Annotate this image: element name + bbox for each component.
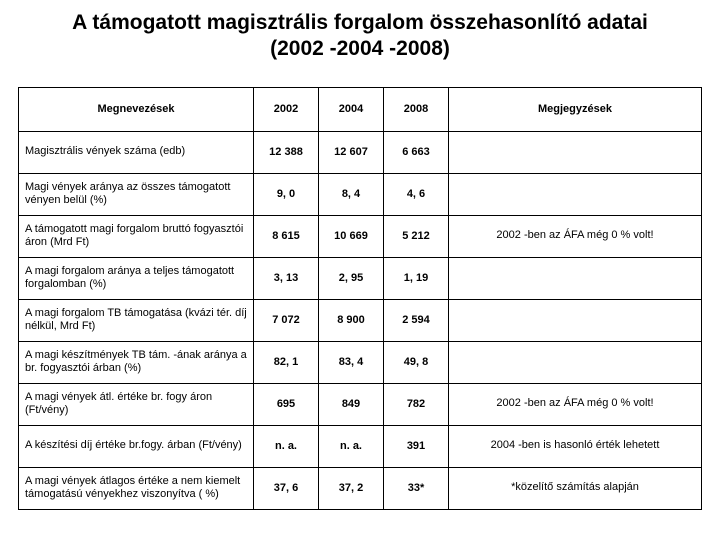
row-label: A magi vények átlagos értéke a nem kieme… — [19, 467, 254, 509]
cell-y2008: 782 — [384, 383, 449, 425]
table-row: A magi vények átlagos értéke a nem kieme… — [19, 467, 702, 509]
cell-y2002: 3, 13 — [254, 257, 319, 299]
cell-y2008: 49, 8 — [384, 341, 449, 383]
table-row: A támogatott magi forgalom bruttó fogyas… — [19, 215, 702, 257]
cell-y2002: 37, 6 — [254, 467, 319, 509]
cell-y2004: 8, 4 — [319, 173, 384, 215]
row-note — [449, 341, 702, 383]
table-row: A készítési díj értéke br.fogy. árban (F… — [19, 425, 702, 467]
cell-y2002: 7 072 — [254, 299, 319, 341]
table-row: Magi vények aránya az összes támogatott … — [19, 173, 702, 215]
row-note: 2002 -ben az ÁFA még 0 % volt! — [449, 215, 702, 257]
cell-y2004: 83, 4 — [319, 341, 384, 383]
row-label: A magi készítmények TB tám. -ának aránya… — [19, 341, 254, 383]
cell-y2004: 10 669 — [319, 215, 384, 257]
cell-y2008: 33* — [384, 467, 449, 509]
table-row: A magi vények átl. értéke br. fogy áron … — [19, 383, 702, 425]
header-2008: 2008 — [384, 87, 449, 131]
cell-y2004: 12 607 — [319, 131, 384, 173]
row-note — [449, 299, 702, 341]
row-label: A magi forgalom TB támogatása (kvázi tér… — [19, 299, 254, 341]
header-label: Megnevezések — [19, 87, 254, 131]
header-2002: 2002 — [254, 87, 319, 131]
cell-y2002: 82, 1 — [254, 341, 319, 383]
row-label: Magi vények aránya az összes támogatott … — [19, 173, 254, 215]
cell-y2002: 9, 0 — [254, 173, 319, 215]
row-note: 2004 -ben is hasonló érték lehetett — [449, 425, 702, 467]
cell-y2008: 1, 19 — [384, 257, 449, 299]
row-note — [449, 257, 702, 299]
row-label: A magi vények átl. értéke br. fogy áron … — [19, 383, 254, 425]
cell-y2008: 2 594 — [384, 299, 449, 341]
cell-y2004: 2, 95 — [319, 257, 384, 299]
cell-y2002: 8 615 — [254, 215, 319, 257]
table-row: A magi forgalom TB támogatása (kvázi tér… — [19, 299, 702, 341]
row-note: 2002 -ben az ÁFA még 0 % volt! — [449, 383, 702, 425]
cell-y2008: 4, 6 — [384, 173, 449, 215]
cell-y2008: 6 663 — [384, 131, 449, 173]
row-label: A magi forgalom aránya a teljes támogato… — [19, 257, 254, 299]
cell-y2004: n. a. — [319, 425, 384, 467]
header-row: Megnevezések 2002 2004 2008 Megjegyzések — [19, 87, 702, 131]
row-label: A készítési díj értéke br.fogy. árban (F… — [19, 425, 254, 467]
cell-y2004: 37, 2 — [319, 467, 384, 509]
row-label: Magisztrális vények száma (edb) — [19, 131, 254, 173]
cell-y2008: 391 — [384, 425, 449, 467]
header-notes: Megjegyzések — [449, 87, 702, 131]
row-note — [449, 173, 702, 215]
row-note: *közelítő számítás alapján — [449, 467, 702, 509]
cell-y2002: n. a. — [254, 425, 319, 467]
row-note — [449, 131, 702, 173]
cell-y2002: 695 — [254, 383, 319, 425]
row-label: A támogatott magi forgalom bruttó fogyas… — [19, 215, 254, 257]
header-2004: 2004 — [319, 87, 384, 131]
table-row: A magi forgalom aránya a teljes támogato… — [19, 257, 702, 299]
cell-y2002: 12 388 — [254, 131, 319, 173]
data-table: Megnevezések 2002 2004 2008 Megjegyzések… — [18, 87, 702, 510]
page-title: A támogatott magisztrális forgalom össze… — [18, 10, 702, 63]
cell-y2008: 5 212 — [384, 215, 449, 257]
table-row: Magisztrális vények száma (edb)12 38812 … — [19, 131, 702, 173]
cell-y2004: 849 — [319, 383, 384, 425]
table-row: A magi készítmények TB tám. -ának aránya… — [19, 341, 702, 383]
cell-y2004: 8 900 — [319, 299, 384, 341]
